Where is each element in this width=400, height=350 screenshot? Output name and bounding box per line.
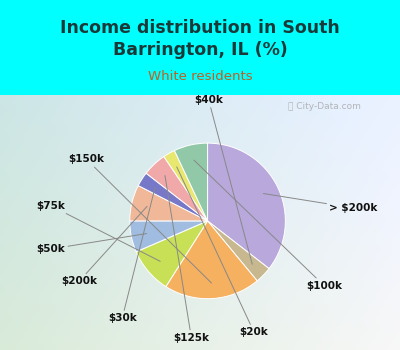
Wedge shape [130,186,208,221]
Wedge shape [146,156,208,221]
Text: $125k: $125k [165,176,209,343]
Wedge shape [138,173,208,221]
Wedge shape [208,143,285,268]
Text: $40k: $40k [194,95,252,264]
Text: $30k: $30k [108,188,155,323]
Text: $75k: $75k [36,201,160,261]
Text: ⓘ City-Data.com: ⓘ City-Data.com [288,102,361,111]
Wedge shape [174,143,208,221]
Wedge shape [136,221,208,287]
Wedge shape [166,221,257,299]
Text: $100k: $100k [194,160,342,291]
Text: Income distribution in South
Barrington, IL (%): Income distribution in South Barrington,… [60,19,340,59]
Wedge shape [208,221,269,281]
Text: $20k: $20k [177,167,268,337]
Wedge shape [164,150,208,221]
Text: > $200k: > $200k [264,194,378,213]
Wedge shape [130,221,208,252]
Text: $50k: $50k [36,233,147,254]
Text: $150k: $150k [68,154,212,283]
Text: White residents: White residents [148,70,252,83]
Text: $200k: $200k [61,206,147,286]
